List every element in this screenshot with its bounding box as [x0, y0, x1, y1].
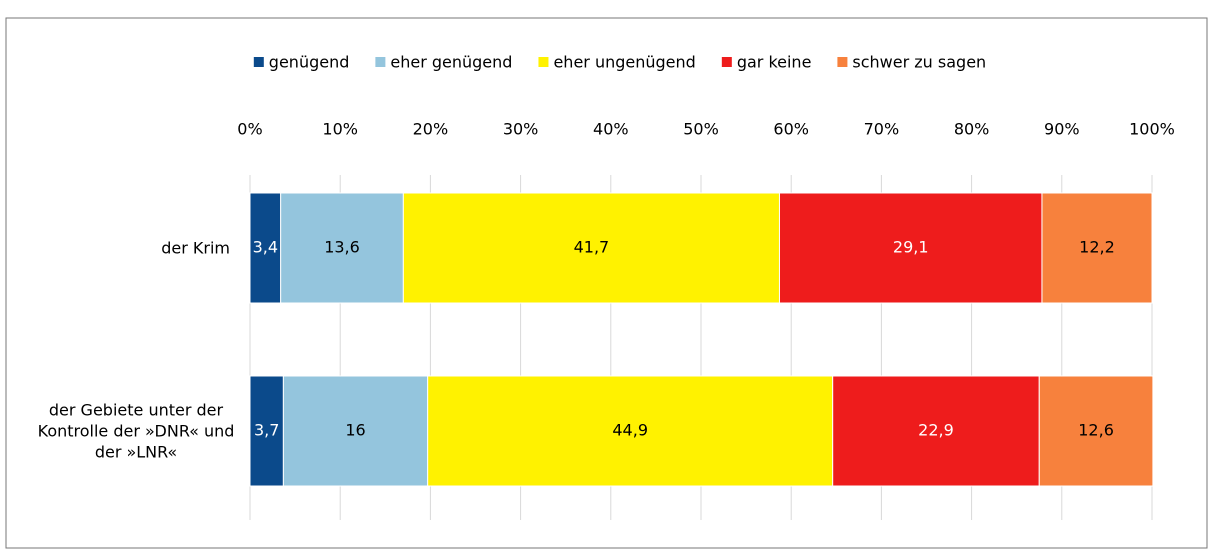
x-tick-label: 70% — [864, 120, 900, 139]
legend-swatch — [538, 57, 549, 67]
x-tick-label: 40% — [593, 120, 629, 139]
bar-segment — [1041, 192, 1153, 304]
bar-segment — [249, 375, 284, 487]
data-label: 3,7 — [254, 421, 279, 440]
data-label: 22,9 — [918, 421, 954, 440]
bar-segment — [1038, 375, 1154, 487]
data-label: 29,1 — [893, 238, 929, 257]
bar-segment — [427, 375, 834, 487]
x-tick-label: 50% — [683, 120, 719, 139]
category-label: der Krim — [161, 238, 230, 258]
data-label: 12,2 — [1079, 238, 1115, 257]
legend-swatch — [253, 57, 264, 67]
x-tick-label: 30% — [503, 120, 539, 139]
data-label: 3,4 — [253, 238, 278, 257]
legend-label: schwer zu sagen — [852, 53, 986, 72]
data-label: 12,6 — [1078, 421, 1114, 440]
category-label: der Gebiete unter der Kontrolle der »DNR… — [37, 400, 235, 462]
bar-segment — [282, 375, 429, 487]
legend-swatch — [375, 57, 386, 67]
data-label: 44,9 — [612, 421, 648, 440]
legend-label: eher genügend — [390, 53, 512, 72]
legend-swatch — [721, 57, 732, 67]
x-tick-label: 80% — [954, 120, 990, 139]
x-tick-label: 60% — [773, 120, 809, 139]
legend-label: genügend — [269, 53, 350, 72]
legend-swatch — [837, 57, 848, 67]
x-tick-label: 10% — [322, 120, 358, 139]
x-tick-label: 100% — [1129, 120, 1175, 139]
x-tick-label: 90% — [1044, 120, 1080, 139]
data-label: 16 — [345, 421, 365, 440]
data-label: 41,7 — [574, 238, 610, 257]
data-label: 13,6 — [324, 238, 360, 257]
legend-label: gar keine — [737, 53, 812, 72]
legend-label: eher ungenügend — [553, 53, 695, 72]
bar-segment — [249, 192, 282, 304]
x-tick-label: 0% — [237, 120, 262, 139]
bar-segment — [280, 192, 404, 304]
x-tick-label: 20% — [413, 120, 449, 139]
frame — [5, 17, 1208, 549]
